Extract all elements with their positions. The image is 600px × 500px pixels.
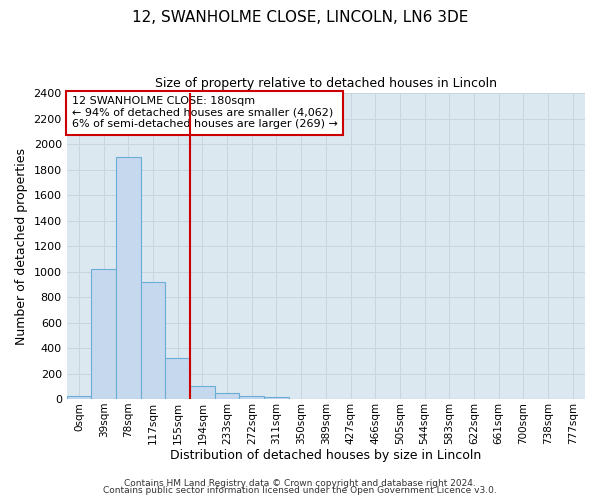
Bar: [116, 157, 141, 399]
Bar: [215, 392, 239, 399]
Bar: [67, 396, 91, 399]
Text: Contains public sector information licensed under the Open Government Licence v3: Contains public sector information licen…: [103, 486, 497, 495]
Bar: [264, 397, 289, 399]
Bar: [190, 386, 215, 399]
Bar: [141, 282, 166, 399]
Y-axis label: Number of detached properties: Number of detached properties: [15, 148, 28, 344]
Text: 12, SWANHOLME CLOSE, LINCOLN, LN6 3DE: 12, SWANHOLME CLOSE, LINCOLN, LN6 3DE: [132, 10, 468, 25]
X-axis label: Distribution of detached houses by size in Lincoln: Distribution of detached houses by size …: [170, 450, 481, 462]
Text: Contains HM Land Registry data © Crown copyright and database right 2024.: Contains HM Land Registry data © Crown c…: [124, 478, 476, 488]
Bar: [91, 269, 116, 399]
Title: Size of property relative to detached houses in Lincoln: Size of property relative to detached ho…: [155, 78, 497, 90]
Text: 12 SWANHOLME CLOSE: 180sqm
← 94% of detached houses are smaller (4,062)
6% of se: 12 SWANHOLME CLOSE: 180sqm ← 94% of deta…: [72, 96, 338, 130]
Bar: [239, 396, 264, 399]
Bar: [166, 358, 190, 399]
